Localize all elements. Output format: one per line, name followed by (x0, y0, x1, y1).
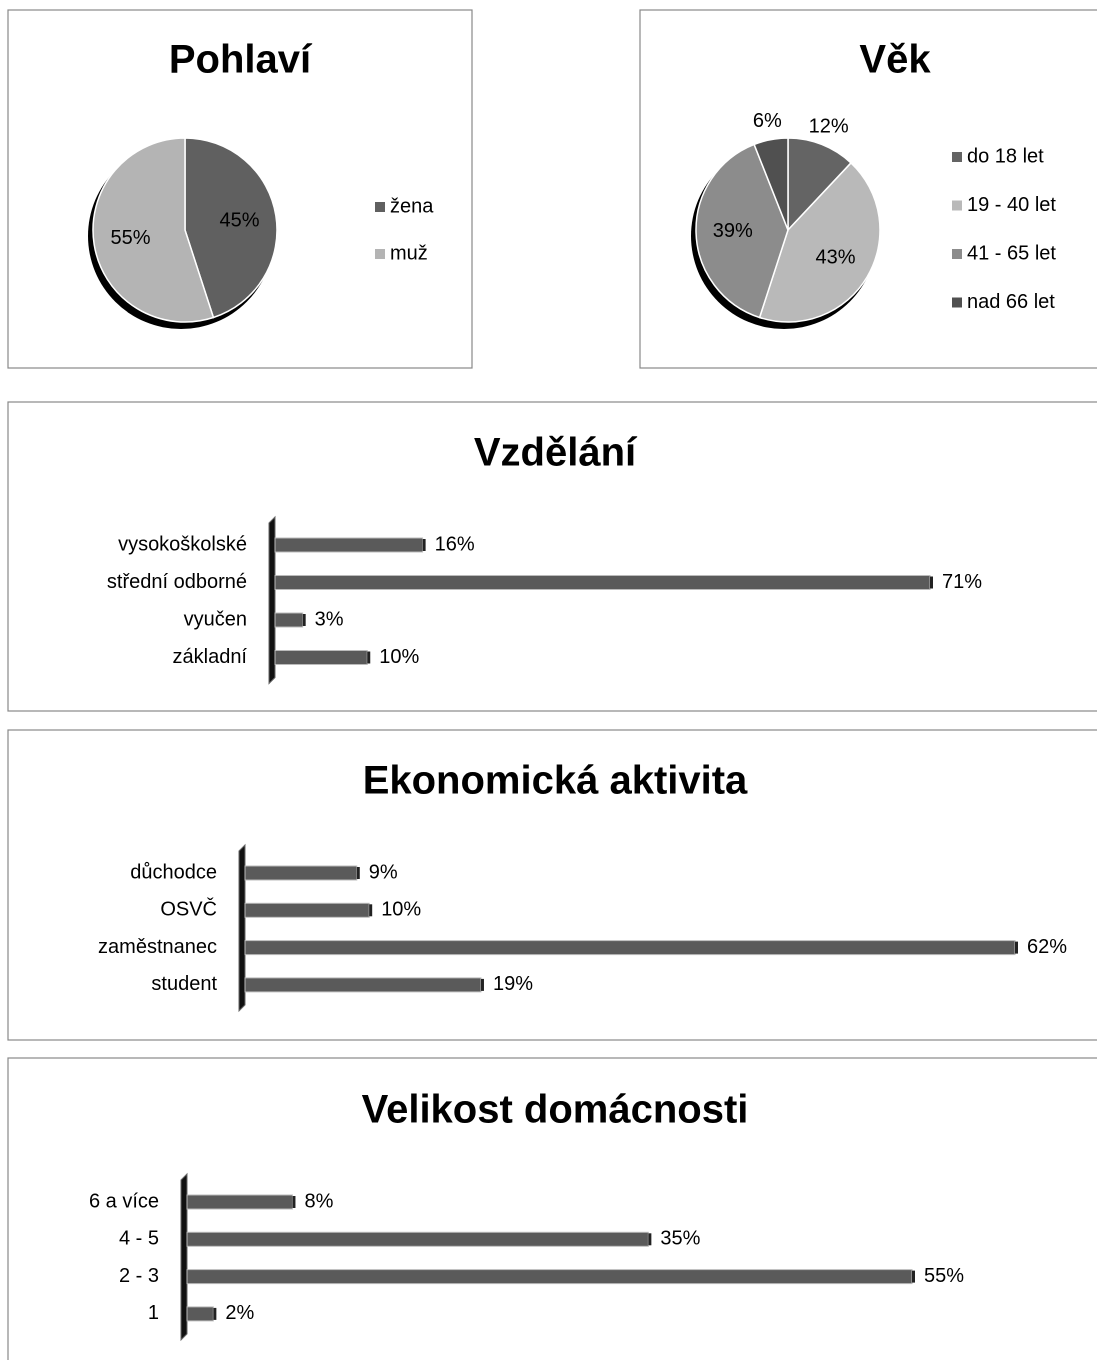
category-label: důchodce (130, 861, 217, 883)
data-label: 10% (379, 646, 419, 668)
bar (244, 977, 482, 993)
chart-frame (7, 401, 1097, 712)
data-label: 62% (1027, 936, 1067, 958)
category-label: OSVČ (160, 898, 217, 921)
bar-end (302, 614, 306, 626)
data-label: 55% (110, 227, 150, 249)
legend-label: do 18 let (967, 145, 1044, 167)
bar (186, 1306, 214, 1322)
chart-title: Pohlaví (169, 38, 313, 82)
data-label: 8% (304, 1190, 333, 1212)
data-label: 45% (220, 210, 260, 232)
data-label: 3% (315, 608, 344, 630)
data-label: 39% (713, 220, 753, 242)
axis-wall (180, 1172, 188, 1342)
category-label: 4 - 5 (119, 1228, 159, 1250)
category-label: střední odborné (107, 571, 247, 593)
pie-slice (695, 143, 789, 319)
category-label: základní (173, 646, 248, 668)
legend-swatch (952, 152, 962, 162)
axis-wall (238, 843, 246, 1013)
bar (244, 865, 358, 881)
legend-swatch (375, 202, 385, 212)
bar-end (480, 978, 484, 991)
bar-end (356, 867, 360, 879)
category-label: zaměstnanec (98, 936, 217, 958)
data-label: 2% (225, 1302, 254, 1324)
pie-slice (753, 137, 789, 231)
bar-end (912, 1270, 915, 1283)
legend-swatch (952, 297, 962, 308)
bar (274, 612, 304, 628)
category-label: 6 a více (89, 1190, 159, 1212)
pie-slice (758, 161, 881, 323)
legend-swatch (952, 249, 962, 259)
category-label: 1 (148, 1302, 159, 1324)
bar-end (648, 1233, 652, 1246)
chart-frame (7, 729, 1097, 1041)
legend-label: muž (390, 242, 428, 264)
data-label: 35% (660, 1228, 700, 1250)
legend-swatch (952, 200, 962, 211)
chart-title: Ekonomická aktivita (363, 759, 748, 803)
legend-label: žena (390, 195, 434, 217)
data-label: 10% (381, 899, 421, 921)
data-label: 16% (435, 533, 475, 555)
category-label: 2 - 3 (119, 1265, 159, 1287)
data-label: 9% (369, 861, 398, 883)
legend-label: nad 66 let (967, 291, 1055, 313)
data-label: 55% (924, 1265, 964, 1287)
bar (186, 1269, 913, 1285)
bar-end (930, 576, 933, 589)
data-label: 43% (815, 246, 855, 268)
category-label: vyučen (184, 608, 247, 630)
bar (274, 537, 424, 553)
bar (186, 1231, 649, 1247)
pie-slice (787, 137, 853, 232)
chart-title: Velikost domácnosti (362, 1088, 749, 1132)
legend-swatch (375, 249, 385, 259)
data-label: 12% (809, 116, 849, 138)
bar (274, 575, 931, 590)
category-label: student (151, 973, 217, 995)
pie-slice (184, 137, 278, 319)
bar-end (369, 904, 373, 917)
bar-end (367, 651, 371, 664)
pie-slice (92, 137, 215, 323)
legend-label: 19 - 40 let (967, 194, 1056, 216)
bar-end (213, 1307, 217, 1320)
bar (186, 1194, 293, 1210)
bar-end (422, 539, 426, 551)
legend-label: 41 - 65 let (967, 242, 1056, 264)
data-label: 71% (942, 571, 982, 593)
data-label: 19% (493, 973, 533, 995)
bar-end (1015, 941, 1018, 954)
bar-end (292, 1196, 296, 1208)
axis-wall (268, 515, 276, 685)
chart-title: Vzdělání (474, 431, 638, 475)
bar (244, 940, 1016, 956)
data-label: 6% (753, 110, 782, 132)
chart-title: Věk (859, 38, 931, 82)
category-label: vysokoškolské (118, 533, 247, 555)
bar (244, 902, 370, 918)
bar (274, 650, 368, 665)
